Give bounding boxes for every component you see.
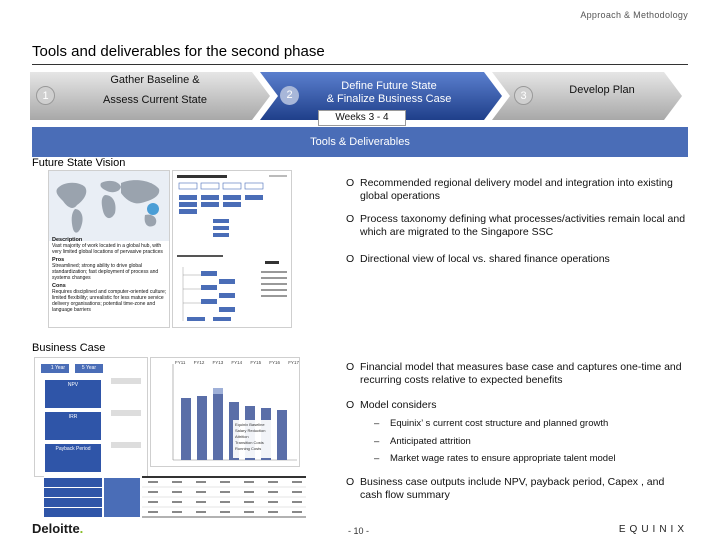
year-label: FY12: [193, 360, 205, 365]
bullet-text: Process taxonomy defining what processes…: [360, 213, 686, 238]
bullet-text: Recommended regional delivery model and …: [360, 177, 673, 202]
bullet-item: O Model considers: [346, 399, 686, 412]
business-case-summary-thumbnail: 1 Year 5 Year NPV IRR Payback Period: [34, 357, 148, 477]
year-label: FY11: [175, 360, 186, 365]
bullet-text: Business case outputs include NPV, payba…: [360, 476, 665, 501]
phase-3-chevron: 3 Develop Plan: [492, 72, 682, 120]
world-map-image: [49, 171, 169, 241]
sub-bullet-item: – Anticipated attrition: [374, 435, 471, 448]
year-label: FY16: [269, 360, 281, 365]
phase-1-label-2: Assess Current State: [103, 94, 207, 106]
phase-2-number: 2: [280, 86, 299, 105]
phase-3-shape: [492, 72, 682, 120]
equinix-logo: EQUINIX: [618, 524, 688, 535]
sub-bullet-mark: –: [374, 418, 380, 429]
legend-item: Attrition: [235, 434, 249, 439]
bullet-mark: O: [346, 177, 355, 189]
bullet-mark: O: [346, 361, 355, 373]
business-case-label: Business Case: [32, 342, 106, 354]
bullet-mark: O: [346, 476, 355, 488]
bullet-item: O Business case outputs include NPV, pay…: [346, 476, 686, 502]
bullet-item: O Recommended regional delivery model an…: [346, 177, 686, 203]
bullet-item: O Directional view of local vs. shared f…: [346, 253, 686, 266]
business-case-summary-graphic: [41, 364, 141, 472]
phase-1-shape: [30, 72, 270, 120]
legend-item: Salary Reduction: [235, 428, 266, 433]
cost-projection-chart: [172, 364, 297, 461]
phase-3-label: Develop Plan: [569, 84, 635, 96]
tools-deliverables-bar: Tools & Deliverables: [32, 127, 688, 157]
title-divider: [32, 64, 688, 65]
process-taxonomy-diagram: [177, 175, 287, 321]
future-state-map-thumbnail: Description Vast majority of work locate…: [48, 170, 170, 328]
phase-2-label-1: Define Future State: [341, 80, 437, 92]
legend-item: Running Costs: [235, 446, 262, 451]
sub-bullet-mark: –: [374, 453, 380, 464]
bc-left-label-3: NPV: [67, 382, 79, 388]
year-label: FY13: [212, 360, 224, 365]
sub-bullet-text: Equinix’ s current cost structure and pl…: [390, 418, 609, 429]
deloitte-logo-dot: .: [79, 521, 84, 536]
year-label: FY17: [288, 360, 299, 365]
bc-left-label-1: 1 Year: [50, 365, 66, 371]
phase-2-chevron: 2 Define Future State & Finalize Busines…: [260, 72, 502, 120]
phase-1-number: 1: [36, 86, 55, 105]
deloitte-logo: Deloitte.: [32, 521, 83, 536]
thumb-description-text: Vast majority of work located in a globa…: [52, 243, 163, 255]
legend-item: Equinix Baseline: [235, 422, 265, 427]
chart-legend: Equinix Baseline Salary Reduction Attrit…: [235, 422, 277, 452]
phase-2-shape: [260, 72, 502, 120]
thumb-cons-text: Requires disciplined and computer-orient…: [52, 289, 167, 313]
thumb-description-label: Description: [52, 237, 83, 243]
year-label: FY14: [231, 360, 243, 365]
bullet-text: Model considers: [360, 399, 437, 411]
sub-bullet-mark: –: [374, 436, 380, 447]
future-state-label: Future State Vision: [32, 157, 126, 169]
bullet-mark: O: [346, 399, 355, 411]
thumb-pros-label: Pros: [52, 257, 65, 263]
phase-chevrons: 1 Gather Baseline & Assess Current State…: [30, 72, 682, 120]
phase-1-chevron: 1 Gather Baseline & Assess Current State: [30, 72, 270, 120]
bc-left-label-5: Payback Period: [55, 446, 91, 452]
year-label: FY15: [250, 360, 262, 365]
bullet-item: O Financial model that measures base cas…: [346, 361, 686, 387]
sub-bullet-text: Anticipated attrition: [390, 436, 471, 447]
phase-1-label-1: Gather Baseline &: [110, 74, 200, 86]
bc-left-label-2: 5 Year: [81, 365, 97, 371]
bc-left-label-4: IRR: [68, 414, 78, 420]
cost-projection-chart-thumbnail: FY11 FY12 FY13 FY14 FY15 FY16 FY17 Equin…: [150, 357, 300, 467]
process-taxonomy-thumbnail: [172, 170, 292, 328]
bullet-item: O Process taxonomy defining what process…: [346, 213, 686, 239]
deloitte-logo-text: Deloitte: [32, 521, 80, 536]
sub-bullet-item: – Market wage rates to ensure appropriat…: [374, 452, 616, 465]
legend-item: Transition Costs: [235, 440, 264, 445]
thumb-cons-label: Cons: [52, 283, 66, 289]
cash-flow-table-thumbnail: [44, 476, 306, 520]
thumb-pros-text: Streamlined; strong ability to drive glo…: [52, 263, 159, 281]
phase-2-label-2: & Finalize Business Case: [326, 93, 452, 105]
bullet-text: Financial model that measures base case …: [360, 361, 682, 386]
slide-title: Tools and deliverables for the second ph…: [32, 43, 325, 60]
bullet-mark: O: [346, 213, 355, 225]
section-header: Approach & Methodology: [580, 10, 688, 20]
bullet-text: Directional view of local vs. shared fin…: [360, 253, 610, 265]
weeks-label: Weeks 3 - 4: [318, 110, 406, 126]
sub-bullet-text: Market wage rates to ensure appropriate …: [390, 453, 616, 464]
sub-bullet-item: – Equinix’ s current cost structure and …: [374, 417, 608, 430]
bullet-mark: O: [346, 253, 355, 265]
cash-flow-table: [44, 476, 306, 518]
page-number: - 10 -: [348, 526, 370, 536]
chart-year-labels: FY11 FY12 FY13 FY14 FY15 FY16 FY17: [175, 360, 299, 365]
phase-3-number: 3: [514, 86, 533, 105]
